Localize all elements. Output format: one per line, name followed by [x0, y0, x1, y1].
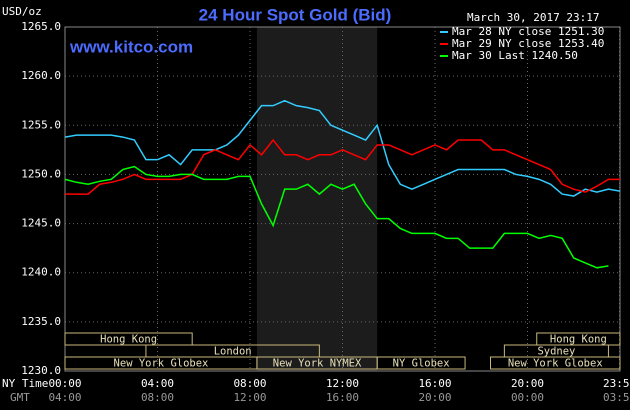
x-tick-label: 16:00	[418, 377, 451, 390]
y-tick-label: 1260.0	[21, 69, 61, 82]
legend-label: Mar 29 NY close 1253.40	[452, 37, 604, 50]
y-tick-label: 1265.0	[21, 20, 61, 33]
x2-tick-label: 00:00	[511, 391, 544, 404]
x2-tick-label: 12:00	[233, 391, 266, 404]
session-label: New York Globex	[508, 358, 603, 370]
legend-label: Mar 30 Last 1240.50	[452, 49, 578, 62]
legend-label: Mar 28 NY close 1251.30	[452, 25, 604, 38]
x-tick-label: 08:00	[233, 377, 266, 390]
x-axis-label: NY Time	[2, 377, 48, 390]
series-line	[64, 165, 609, 269]
x-tick-label: 00:00	[48, 377, 81, 390]
x2-tick-label: 20:00	[418, 391, 451, 404]
session-label: Sydney	[537, 346, 575, 358]
session-label: Hong Kong	[550, 334, 607, 346]
y-tick-label: 1240.0	[21, 266, 61, 279]
shaded-region	[256, 27, 378, 371]
x2-tick-label: 16:00	[326, 391, 359, 404]
x-tick-label: 23:59	[603, 377, 630, 390]
x-tick-label: 04:00	[141, 377, 174, 390]
y-tick-label: 1250.0	[21, 167, 61, 180]
session-box	[376, 356, 466, 370]
plot-frame	[64, 26, 621, 372]
x2-tick-label: 03:59	[603, 391, 630, 404]
series-line	[65, 138, 620, 195]
session-label: New York Globex	[114, 358, 209, 370]
x2-tick-label: 08:00	[141, 391, 174, 404]
source-label: www.kitco.com	[69, 37, 193, 56]
session-box	[64, 332, 193, 346]
unit-label: USD/oz	[2, 5, 42, 18]
session-label: New York NYMEX	[273, 358, 362, 370]
session-box	[490, 356, 621, 370]
x-tick-label: 20:00	[511, 377, 544, 390]
session-label: NY Globex	[393, 358, 450, 370]
session-label: London	[214, 346, 252, 358]
session-label: Hong Kong	[100, 334, 157, 346]
y-tick-label: 1245.0	[21, 217, 61, 230]
x2-axis-label: GMT	[10, 391, 30, 404]
y-tick-label: 1230.0	[21, 364, 61, 377]
y-tick-label: 1235.0	[21, 315, 61, 328]
chart-title: 24 Hour Spot Gold (Bid)	[199, 5, 392, 24]
y-tick-label: 1255.0	[21, 118, 61, 131]
series-line	[64, 99, 621, 197]
timestamp: March 30, 2017 23:17	[467, 11, 599, 24]
x-tick-label: 12:00	[326, 377, 359, 390]
x2-tick-label: 04:00	[48, 391, 81, 404]
